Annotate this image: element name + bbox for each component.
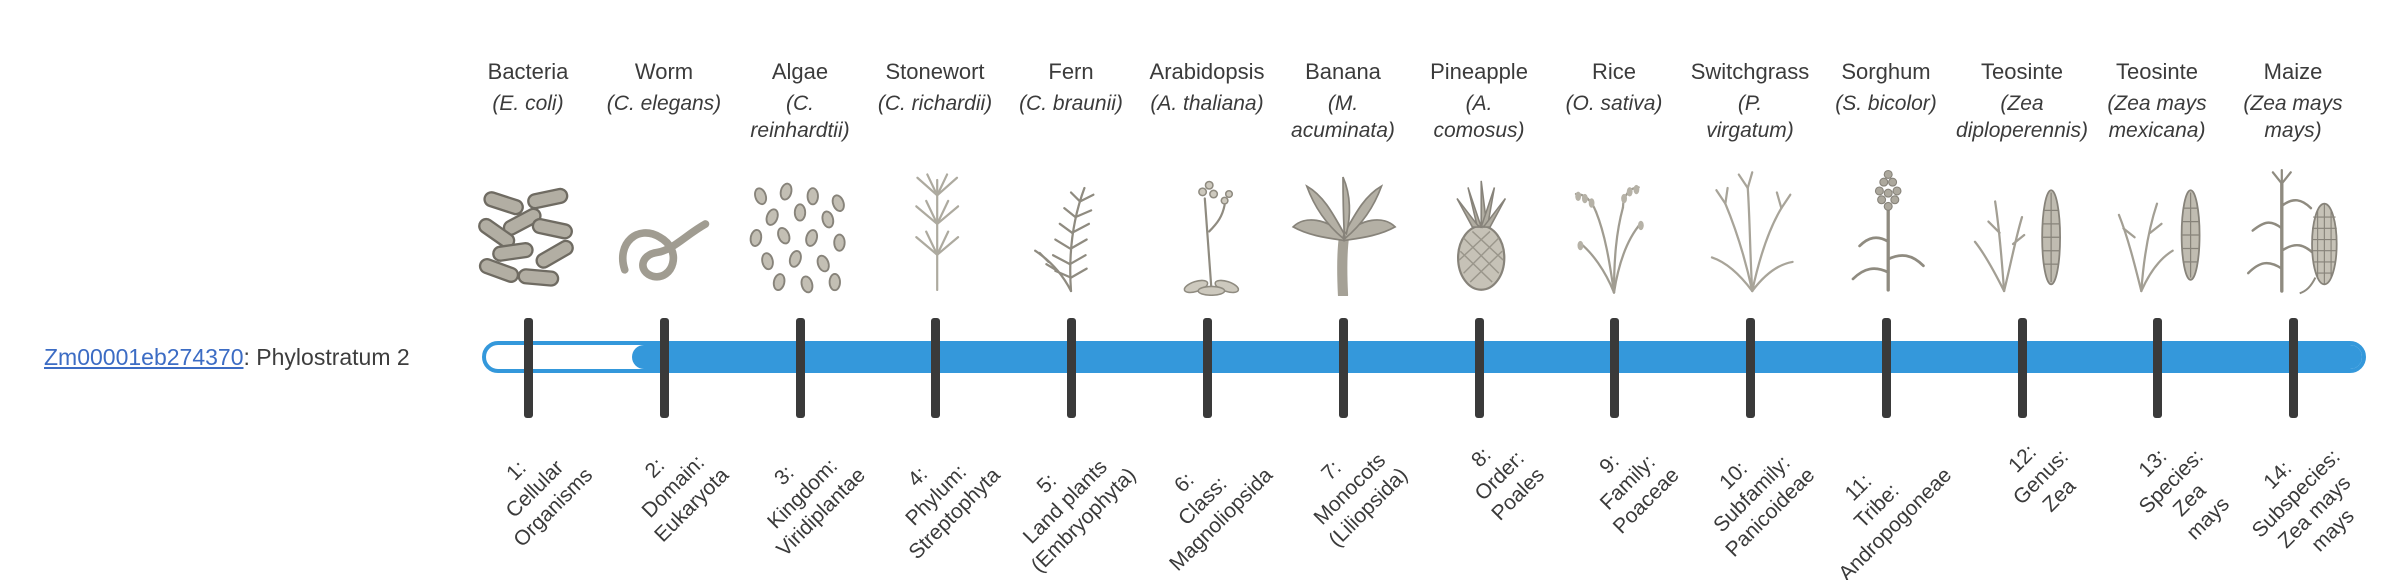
- organism-column: Maize (Zea mays mays): [2223, 58, 2363, 296]
- organism-common-name: Sorghum: [1841, 59, 1931, 84]
- stratum-tick: [2289, 318, 2298, 418]
- organism-scientific-name: (C. braunii): [1019, 92, 1123, 115]
- stratum-label: 3: Kingdom: Viridiplantae: [762, 454, 870, 562]
- sorghum-illustration: [1816, 146, 1956, 296]
- organism-common-name: Teosinte: [2116, 59, 2198, 84]
- stratum-label: 6: Class: Magnoliopsida: [1164, 463, 1277, 576]
- organism-common-name: Maize: [2263, 59, 2323, 84]
- organism-scientific-name: (C. elegans): [606, 92, 722, 115]
- stratum-tick: [2153, 318, 2162, 418]
- stratum-label: 1: Cellular Organisms: [502, 455, 598, 552]
- teosinte-diploperennis-illustration: [1952, 146, 2092, 296]
- organism-scientific-name: (S. bicolor): [1835, 92, 1937, 115]
- stratum-tick: [1746, 318, 1755, 418]
- stratum-label: 5: Land plants (Embryophyta): [1019, 455, 1141, 578]
- organism-column: Fern (C. braunii): [1001, 58, 1141, 296]
- stratum-label: 9: Family: Poaceae: [1595, 449, 1684, 539]
- organism-column: Teosinte (Zea mays mexicana): [2087, 58, 2227, 296]
- stonewort-illustration: [865, 146, 1005, 296]
- organism-column: Bacteria (E. coli): [458, 58, 598, 296]
- gene-phylostratum-text: : Phylostratum 2: [243, 344, 410, 370]
- stratum-tick: [2018, 318, 2027, 418]
- organism-scientific-name: (Zea mays mays): [2243, 92, 2343, 142]
- stratum-tick: [1067, 318, 1076, 418]
- organism-column: Sorghum (S. bicolor): [1816, 58, 1956, 296]
- organism-common-name: Worm: [634, 59, 694, 84]
- phylostratum-bar-track: [482, 341, 2366, 373]
- organism-column: Arabidopsis (A. thaliana): [1137, 58, 1277, 296]
- bacteria-illustration: [458, 146, 598, 296]
- organism-scientific-name: (O. sativa): [1565, 92, 1663, 115]
- stratum-label: 14: Subspecies: Zea mays mays: [2247, 445, 2359, 557]
- stratum-label: 4: Phylum: Streptophyta: [901, 460, 1005, 564]
- organism-scientific-name: (A. comosus): [1433, 92, 1525, 142]
- organism-scientific-name: (A. thaliana): [1150, 92, 1264, 115]
- gene-label: Zm00001eb274370: Phylostratum 2: [44, 344, 410, 371]
- stratum-label: 10: Subfamily: Panicoideae: [1709, 451, 1820, 562]
- stratum-label: 2: Domain: Eukaryota: [638, 450, 734, 547]
- organism-common-name: Fern: [1048, 59, 1094, 84]
- organism-column: Algae (C. reinhardtii): [730, 58, 870, 296]
- organism-common-name: Rice: [1591, 59, 1636, 84]
- organism-common-name: Bacteria: [487, 59, 569, 84]
- arabidopsis-illustration: [1137, 146, 1277, 296]
- maize-illustration: [2223, 146, 2363, 296]
- organism-column: Rice (O. sativa): [1544, 58, 1684, 296]
- organism-scientific-name: (M. acuminata): [1291, 92, 1395, 142]
- organism-scientific-name: (Zea diploperennis): [1956, 92, 2088, 142]
- stratum-tick: [1203, 318, 1212, 418]
- stratum-tick: [931, 318, 940, 418]
- teosinte-mexicana-illustration: [2087, 146, 2227, 296]
- stratum-tick: [524, 318, 533, 418]
- stratum-label: 8: Order: Poales: [1466, 443, 1549, 526]
- organism-common-name: Algae: [771, 59, 829, 84]
- organism-scientific-name: (Zea mays mexicana): [2107, 92, 2207, 142]
- stratum-tick: [660, 318, 669, 418]
- organism-column: Banana (M. acuminata): [1273, 58, 1413, 296]
- organism-scientific-name: (P. virgatum): [1706, 92, 1794, 142]
- algae-illustration: [730, 146, 870, 296]
- worm-illustration: [594, 146, 734, 296]
- organism-common-name: Arabidopsis: [1149, 59, 1265, 84]
- organism-scientific-name: (C. reinhardtii): [750, 92, 850, 142]
- stratum-label: 12: Genus: Zea: [2004, 440, 2081, 517]
- banana-illustration: [1273, 146, 1413, 296]
- stratum-tick: [1610, 318, 1619, 418]
- organism-common-name: Stonewort: [885, 59, 985, 84]
- gene-id-link[interactable]: Zm00001eb274370: [44, 344, 244, 370]
- organism-column: Switchgrass (P. virgatum): [1680, 58, 1820, 296]
- organism-common-name: Teosinte: [1981, 59, 2063, 84]
- organism-common-name: Banana: [1305, 59, 1381, 84]
- stratum-tick: [1475, 318, 1484, 418]
- fern-illustration: [1001, 146, 1141, 296]
- stratum-label: 13: Species: Zea mays: [2134, 444, 2235, 545]
- stratum-label: 7: Monocots (Liliopsida): [1309, 448, 1413, 552]
- stratum-tick: [1882, 318, 1891, 418]
- stratum-tick: [796, 318, 805, 418]
- organism-column: Stonewort (C. richardii): [865, 58, 1005, 296]
- organism-scientific-name: (E. coli): [492, 92, 564, 115]
- organism-common-name: Pineapple: [1430, 59, 1528, 84]
- pineapple-illustration: [1409, 146, 1549, 296]
- organism-column: Worm (C. elegans): [594, 58, 734, 296]
- rice-illustration: [1544, 146, 1684, 296]
- stratum-tick: [1339, 318, 1348, 418]
- organism-column: Teosinte (Zea diploperennis): [1952, 58, 2092, 296]
- organism-scientific-name: (C. richardii): [877, 92, 993, 115]
- organism-common-name: Switchgrass: [1690, 59, 1810, 84]
- organism-column: Pineapple (A. comosus): [1409, 58, 1549, 296]
- switchgrass-illustration: [1680, 146, 1820, 296]
- phylostratum-bar-fill: [632, 345, 2362, 369]
- stratum-label: 11: Tribe: Andropogoneae: [1833, 463, 1956, 580]
